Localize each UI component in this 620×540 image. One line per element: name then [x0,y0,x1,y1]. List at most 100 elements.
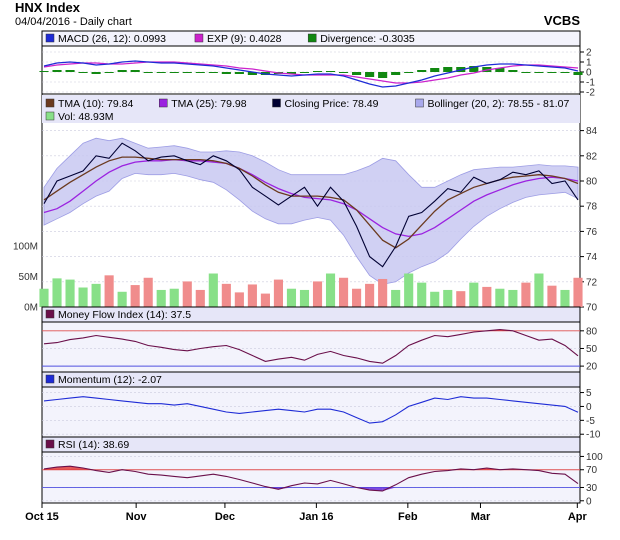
chart-title: HNX Index [15,0,81,15]
y-tick-label: 74 [586,252,598,263]
legend-label: TMA (10): 79.84 [58,98,133,110]
volume-bar [260,293,270,307]
volume-bar [430,291,440,307]
legend-label: EXP (9): 0.4028 [207,33,282,45]
volume-bar [312,281,323,307]
momentum-line [43,396,579,424]
black-square-icon [272,98,281,108]
blue-square-icon [45,33,55,43]
divergence-bar [325,71,336,72]
y-tick-label: 80 [586,177,598,188]
y-tick-label: -2 [586,88,595,99]
volume-bar [508,289,518,307]
volume-bar [339,277,349,307]
divergence-bar [52,70,62,72]
money-flow-panel: Money Flow Index (14): 37.5 80 50 20 [41,306,598,373]
y-tick-label: 50 [586,344,598,355]
divergence-bar [169,72,179,73]
y-tick-label: 30 [586,483,598,494]
macd-panel: MACD (26, 12): 0.0993 EXP (9): 0.4028 Dive… [39,30,595,99]
divergence-bar [130,70,140,72]
volume-bar [482,286,492,307]
green-square-icon [307,33,317,43]
divergence-bar [417,70,427,72]
rsi-line [43,465,579,492]
divergence-bar [208,72,218,73]
magenta-square-icon [194,33,204,43]
legend-label: Closing Price: 78.49 [285,98,379,110]
lavender-square-icon [415,98,424,108]
volume-bar [234,292,244,307]
y-tick-label: 80 [586,326,598,337]
volume-tick-label: 0M [24,303,38,314]
purple-square-icon [45,309,55,319]
volume-tick-label: 100M [13,242,38,253]
x-tick-label: Mar [471,511,491,523]
x-tick-label: Dec [215,511,235,523]
divergence-bar [352,72,362,75]
divergence-bar [391,72,401,75]
legend-label: Vol: 48.93M [58,111,113,123]
oversold-fill [382,487,396,492]
volume-bar [78,287,88,307]
volume-bar [299,289,310,307]
divergence-bar [365,72,375,77]
y-tick-label: 0 [586,402,592,413]
y-tick-label: 72 [586,277,598,288]
x-axis: Oct 15 Nov Dec Jan 16 Feb Mar Apr [25,503,587,523]
volume-bar [325,273,336,307]
closing-price-line [43,142,579,268]
volume-bar [365,283,375,307]
divergence-bar [339,72,349,73]
divergence-bar [547,72,557,73]
volume-bar [469,282,479,307]
volume-bar [156,289,166,307]
x-tick-label: Oct 15 [25,511,59,523]
divergence-bar [221,72,231,74]
y-tick-label: 1 [586,58,592,69]
legend-label: Money Flow Index (14): 37.5 [58,309,191,321]
divergence-bar [404,72,414,73]
divergence-bar [286,72,297,74]
x-tick-label: Apr [568,511,588,523]
divergence-bar [156,72,166,73]
brown-square-icon [45,98,55,108]
y-tick-label: 82 [586,151,598,162]
volume-bar [39,288,49,307]
divergence-bar [91,72,101,74]
volume-bar [91,283,101,307]
volume-bar [273,279,283,307]
divergence-bar [195,72,205,73]
tma25-line [43,158,579,238]
divergence-bar [508,70,518,72]
money-flow-line [43,329,579,364]
legend-label: Momentum (12): -2.07 [58,374,162,386]
legend-label: Divergence: -0.3035 [320,33,415,45]
legend-strip [42,95,580,123]
volume-bar [456,291,466,307]
divergence-bar [312,71,323,72]
y-tick-label: -10 [586,430,601,441]
chart-subtitle: 04/04/2016 - Daily chart [15,16,132,28]
y-tick-label: 84 [586,126,598,137]
volume-bar [573,277,583,307]
volume-bar [143,277,153,307]
volume-bar [534,273,544,307]
divergence-bar [182,72,192,73]
volume-bar [65,279,75,307]
panel-frame [41,386,581,438]
momentum-panel: Momentum (12): -2.07 5 0 -5 -10 [41,371,601,441]
volume-bar [221,283,231,307]
volume-bar [104,275,114,307]
y-tick-label: 78 [586,202,598,213]
divergence-bar [469,66,479,72]
price-panel: TMA (10): 79.84 TMA (25): 79.98 Closing Pr… [13,93,598,314]
legend-label: Bollinger (20, 2): 78.55 - 81.07 [428,98,570,110]
volume-bar [521,282,531,307]
x-tick-label: Feb [398,511,418,523]
divergence-bar [534,72,544,73]
volume-bar [286,288,297,307]
divergence-bar [65,70,75,72]
volume-bar [417,282,427,307]
lightgreen-square-icon [45,111,55,121]
